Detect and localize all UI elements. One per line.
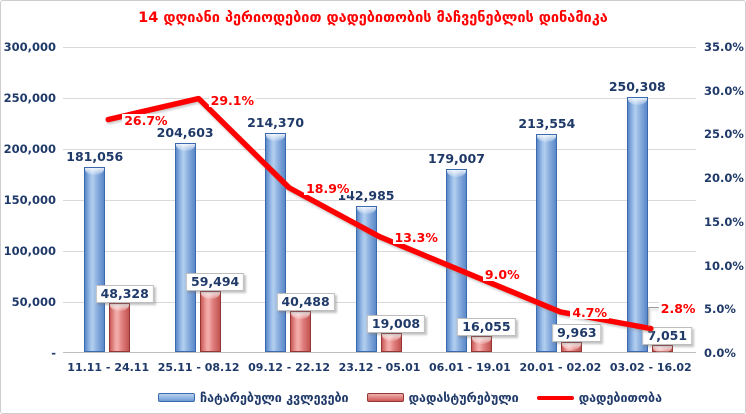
legend-label-positivity: დადებითობა xyxy=(578,390,662,405)
bar-top-highlight xyxy=(446,170,466,178)
confirmed-value-label: 9,963 xyxy=(552,323,602,342)
gridline xyxy=(63,302,696,303)
legend: ჩატარებული კვლევები დადასტურებული დადები… xyxy=(1,390,745,405)
chart-title: 14 დღიანი პერიოდებით დადებითობის მაჩვენე… xyxy=(138,10,608,26)
positivity-polyline xyxy=(105,95,654,332)
red-bar-swatch-icon xyxy=(366,393,404,402)
bar-top-highlight xyxy=(175,144,195,152)
legend-label-conducted: ჩატარებული კვლევები xyxy=(199,390,349,405)
positivity-point-label: 18.9% xyxy=(304,180,352,196)
left-axis-tick-label: 100,000 xyxy=(3,244,56,258)
callout-leader-line xyxy=(648,307,659,327)
right-axis-tick-label: 35.0% xyxy=(704,40,744,54)
blue-bar-swatch-icon xyxy=(157,393,195,402)
conducted-value-label: 214,370 xyxy=(247,115,305,131)
bar-confirmed-cases xyxy=(380,332,402,352)
conducted-value-label: 250,308 xyxy=(608,78,666,94)
confirmed-value-label: 59,494 xyxy=(186,273,245,292)
conducted-value-label: 213,554 xyxy=(518,116,576,132)
bar-top-highlight xyxy=(627,97,647,105)
x-axis-category-label: 11.11 - 24.11 xyxy=(67,361,150,374)
gridline xyxy=(63,200,696,201)
positivity-point-label: 9.0% xyxy=(482,267,522,283)
bar-confirmed-cases xyxy=(199,291,221,352)
x-axis-category-label: 20.01 - 02.02 xyxy=(519,361,602,374)
conducted-value-label: 204,603 xyxy=(156,125,214,141)
bar-top-highlight xyxy=(110,303,130,311)
positivity-point-label: 26.7% xyxy=(122,112,170,128)
right-axis-tick-label: 20.0% xyxy=(704,171,744,186)
right-axis-tick-label: 5.0% xyxy=(704,302,736,317)
bar-conducted-surveys xyxy=(536,134,558,352)
confirmed-value-label: 40,488 xyxy=(276,292,335,311)
right-axis-tick-label: 10.0% xyxy=(704,258,744,273)
right-axis-tick-label: 0.0% xyxy=(704,346,736,360)
conducted-value-label: 179,007 xyxy=(427,151,485,167)
bar-top-highlight xyxy=(200,292,220,300)
left-axis-tick-label: 50,000 xyxy=(11,295,56,309)
legend-label-confirmed: დადასტურებული xyxy=(408,390,519,405)
left-axis-tick-label: 150,000 xyxy=(3,193,56,207)
bar-top-highlight xyxy=(291,311,311,319)
plot-area: 181,056 48,328 204,603 59,494 214,370 40,488 1… xyxy=(63,47,698,353)
right-axis-tick-label: 30.0% xyxy=(704,83,744,98)
legend-item-positivity: დადებითობა xyxy=(536,390,662,405)
bar-confirmed-cases xyxy=(561,341,583,352)
red-line-swatch-icon xyxy=(536,395,574,400)
bar-conducted-surveys xyxy=(84,167,106,352)
x-axis-category-label: 09.12 - 22.12 xyxy=(248,361,330,374)
bar-top-highlight xyxy=(85,168,105,176)
left-axis-tick-label: - xyxy=(51,346,56,360)
x-axis-category-label: 23.12 - 05.01 xyxy=(338,361,421,374)
positivity-line xyxy=(105,95,659,332)
bar-conducted-surveys xyxy=(174,143,196,352)
positivity-point-label: 13.3% xyxy=(392,229,440,245)
confirmed-value-label: 16,055 xyxy=(457,317,516,336)
bar-top-highlight xyxy=(266,134,286,142)
right-axis-tick-label: 25.0% xyxy=(704,127,744,142)
bar-confirmed-cases xyxy=(651,344,673,353)
bar-confirmed-cases xyxy=(470,335,492,352)
right-axis-tick-label: 15.0% xyxy=(704,214,744,229)
x-axis-category-label: 25.11 - 08.12 xyxy=(157,361,240,374)
left-axis-tick-label: 300,000 xyxy=(3,40,56,54)
bar-conducted-surveys xyxy=(445,169,467,352)
confirmed-value-label: 48,328 xyxy=(95,284,154,303)
conducted-value-label: 142,985 xyxy=(337,188,395,204)
bar-top-highlight xyxy=(381,333,401,341)
gridline xyxy=(63,98,696,99)
positivity-point-label: 2.8% xyxy=(658,300,698,316)
confirmed-value-label: 19,008 xyxy=(366,314,426,333)
left-axis-tick-label: 250,000 xyxy=(3,91,56,105)
gridline xyxy=(63,251,696,252)
legend-item-confirmed: დადასტურებული xyxy=(366,390,519,405)
bar-top-highlight xyxy=(562,342,582,350)
left-axis-tick-label: 200,000 xyxy=(3,142,56,156)
bar-conducted-surveys xyxy=(626,96,648,352)
bar-confirmed-cases xyxy=(109,302,131,352)
bar-top-highlight xyxy=(652,345,672,353)
bar-confirmed-cases xyxy=(290,310,312,352)
bar-top-highlight xyxy=(356,207,376,215)
gridline xyxy=(63,47,696,48)
positivity-point-label: 4.7% xyxy=(570,304,610,320)
bar-top-highlight xyxy=(537,135,557,143)
confirmed-value-label: 7,051 xyxy=(642,326,693,345)
x-axis-category-label: 03.02 - 16.02 xyxy=(609,361,692,374)
x-axis-category-label: 06.01 - 19.01 xyxy=(429,361,511,374)
conducted-value-label: 181,056 xyxy=(66,149,124,165)
gridline xyxy=(63,149,696,150)
bar-top-highlight xyxy=(471,336,491,344)
legend-item-conducted: ჩატარებული კვლევები xyxy=(157,390,349,405)
positivity-point-label: 29.1% xyxy=(208,92,257,108)
